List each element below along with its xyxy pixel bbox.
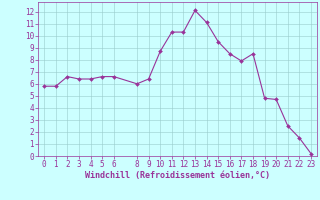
- X-axis label: Windchill (Refroidissement éolien,°C): Windchill (Refroidissement éolien,°C): [85, 171, 270, 180]
